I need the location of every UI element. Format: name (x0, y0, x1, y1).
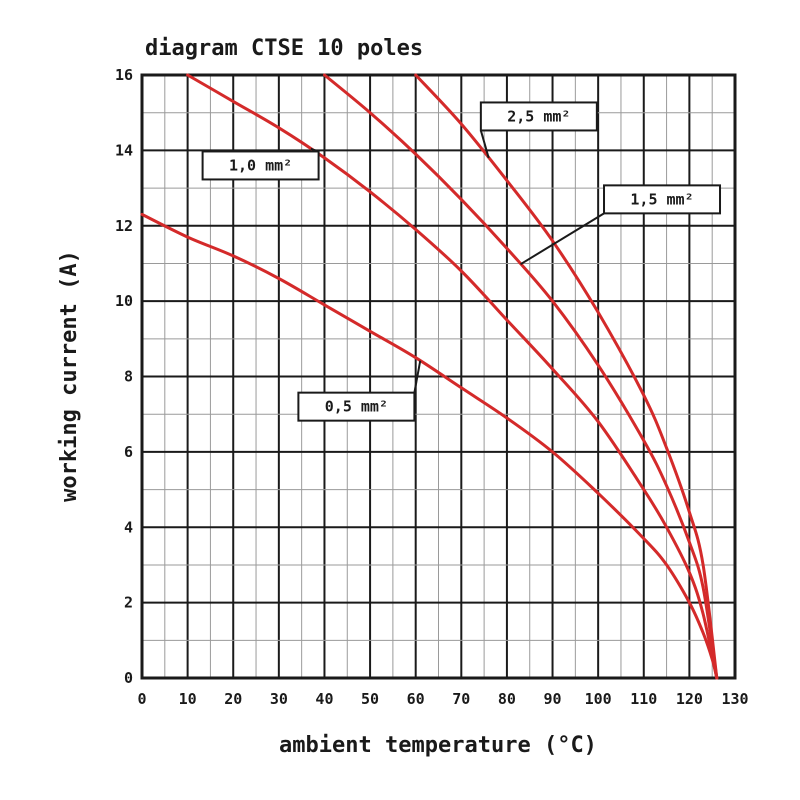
x-tick-label: 50 (361, 690, 379, 708)
series-label: 1,5 mm² (603, 184, 722, 215)
plot-border (140, 73, 737, 680)
series-label-box (603, 184, 722, 215)
series-label: 2,5 mm² (479, 101, 598, 132)
x-tick-label: 60 (407, 690, 425, 708)
y-axis-ticks: 0 2 4 6 8 10 12 14 16 (115, 66, 133, 687)
series-label-box (297, 391, 416, 422)
x-axis-ticks: 0 10 20 30 40 50 60 70 80 90 100 110 120 130 (137, 690, 748, 708)
x-tick-label: 40 (315, 690, 333, 708)
x-tick-label: 20 (224, 690, 242, 708)
series-label-text: 1,5 mm² (630, 190, 693, 208)
y-axis-label: working current (A) (57, 250, 82, 502)
series-line-1 (186, 73, 719, 680)
x-tick-label: 120 (676, 690, 703, 708)
x-tick-label: 100 (585, 690, 612, 708)
y-tick-label: 6 (124, 443, 133, 461)
x-tick-label: 80 (498, 690, 516, 708)
y-tick-label: 4 (124, 518, 133, 536)
series-line-0 (140, 212, 719, 680)
x-tick-label: 10 (179, 690, 197, 708)
series-label: 1,0 mm² (201, 150, 320, 181)
chart-curves (140, 73, 719, 680)
series-line-2 (323, 73, 719, 680)
y-tick-label: 2 (124, 594, 133, 612)
y-tick-label: 8 (124, 368, 133, 386)
series-label: 0,5 mm² (297, 391, 416, 422)
label-leader-line (413, 360, 422, 393)
y-tick-label: 14 (115, 141, 133, 159)
x-tick-label: 70 (452, 690, 470, 708)
x-axis-label: ambient temperature (°C) (279, 733, 597, 758)
x-tick-label: 0 (137, 690, 146, 708)
series-label-text: 0,5 mm² (325, 398, 388, 416)
y-tick-label: 12 (115, 217, 133, 235)
series-label-box (201, 150, 320, 181)
x-tick-label: 110 (630, 690, 657, 708)
series-labels: 2,5 mm² 1,0 mm² 1,5 mm² 0,5 mm² (201, 101, 722, 422)
y-tick-label: 0 (124, 669, 133, 687)
label-leader-line (520, 212, 605, 266)
series-line-3 (414, 73, 719, 680)
label-leader-line (479, 130, 490, 159)
y-tick-label: 16 (115, 66, 133, 84)
y-tick-label: 10 (115, 292, 133, 310)
series-label-box (479, 101, 598, 132)
x-tick-label: 30 (270, 690, 288, 708)
x-tick-label: 90 (544, 690, 562, 708)
chart-title: diagram CTSE 10 poles (145, 36, 423, 61)
series-label-text: 1,0 mm² (229, 156, 292, 174)
series-label-text: 2,5 mm² (507, 107, 570, 125)
x-tick-label: 130 (721, 690, 748, 708)
